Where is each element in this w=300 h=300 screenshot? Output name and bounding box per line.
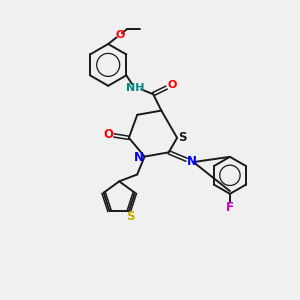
Text: S: S: [178, 131, 187, 144]
Text: F: F: [226, 201, 234, 214]
Text: N: N: [187, 155, 197, 168]
Text: N: N: [134, 151, 144, 164]
Text: S: S: [126, 210, 135, 223]
Text: O: O: [116, 30, 125, 40]
Text: O: O: [167, 80, 177, 90]
Text: NH: NH: [126, 83, 145, 93]
Text: O: O: [103, 128, 114, 141]
